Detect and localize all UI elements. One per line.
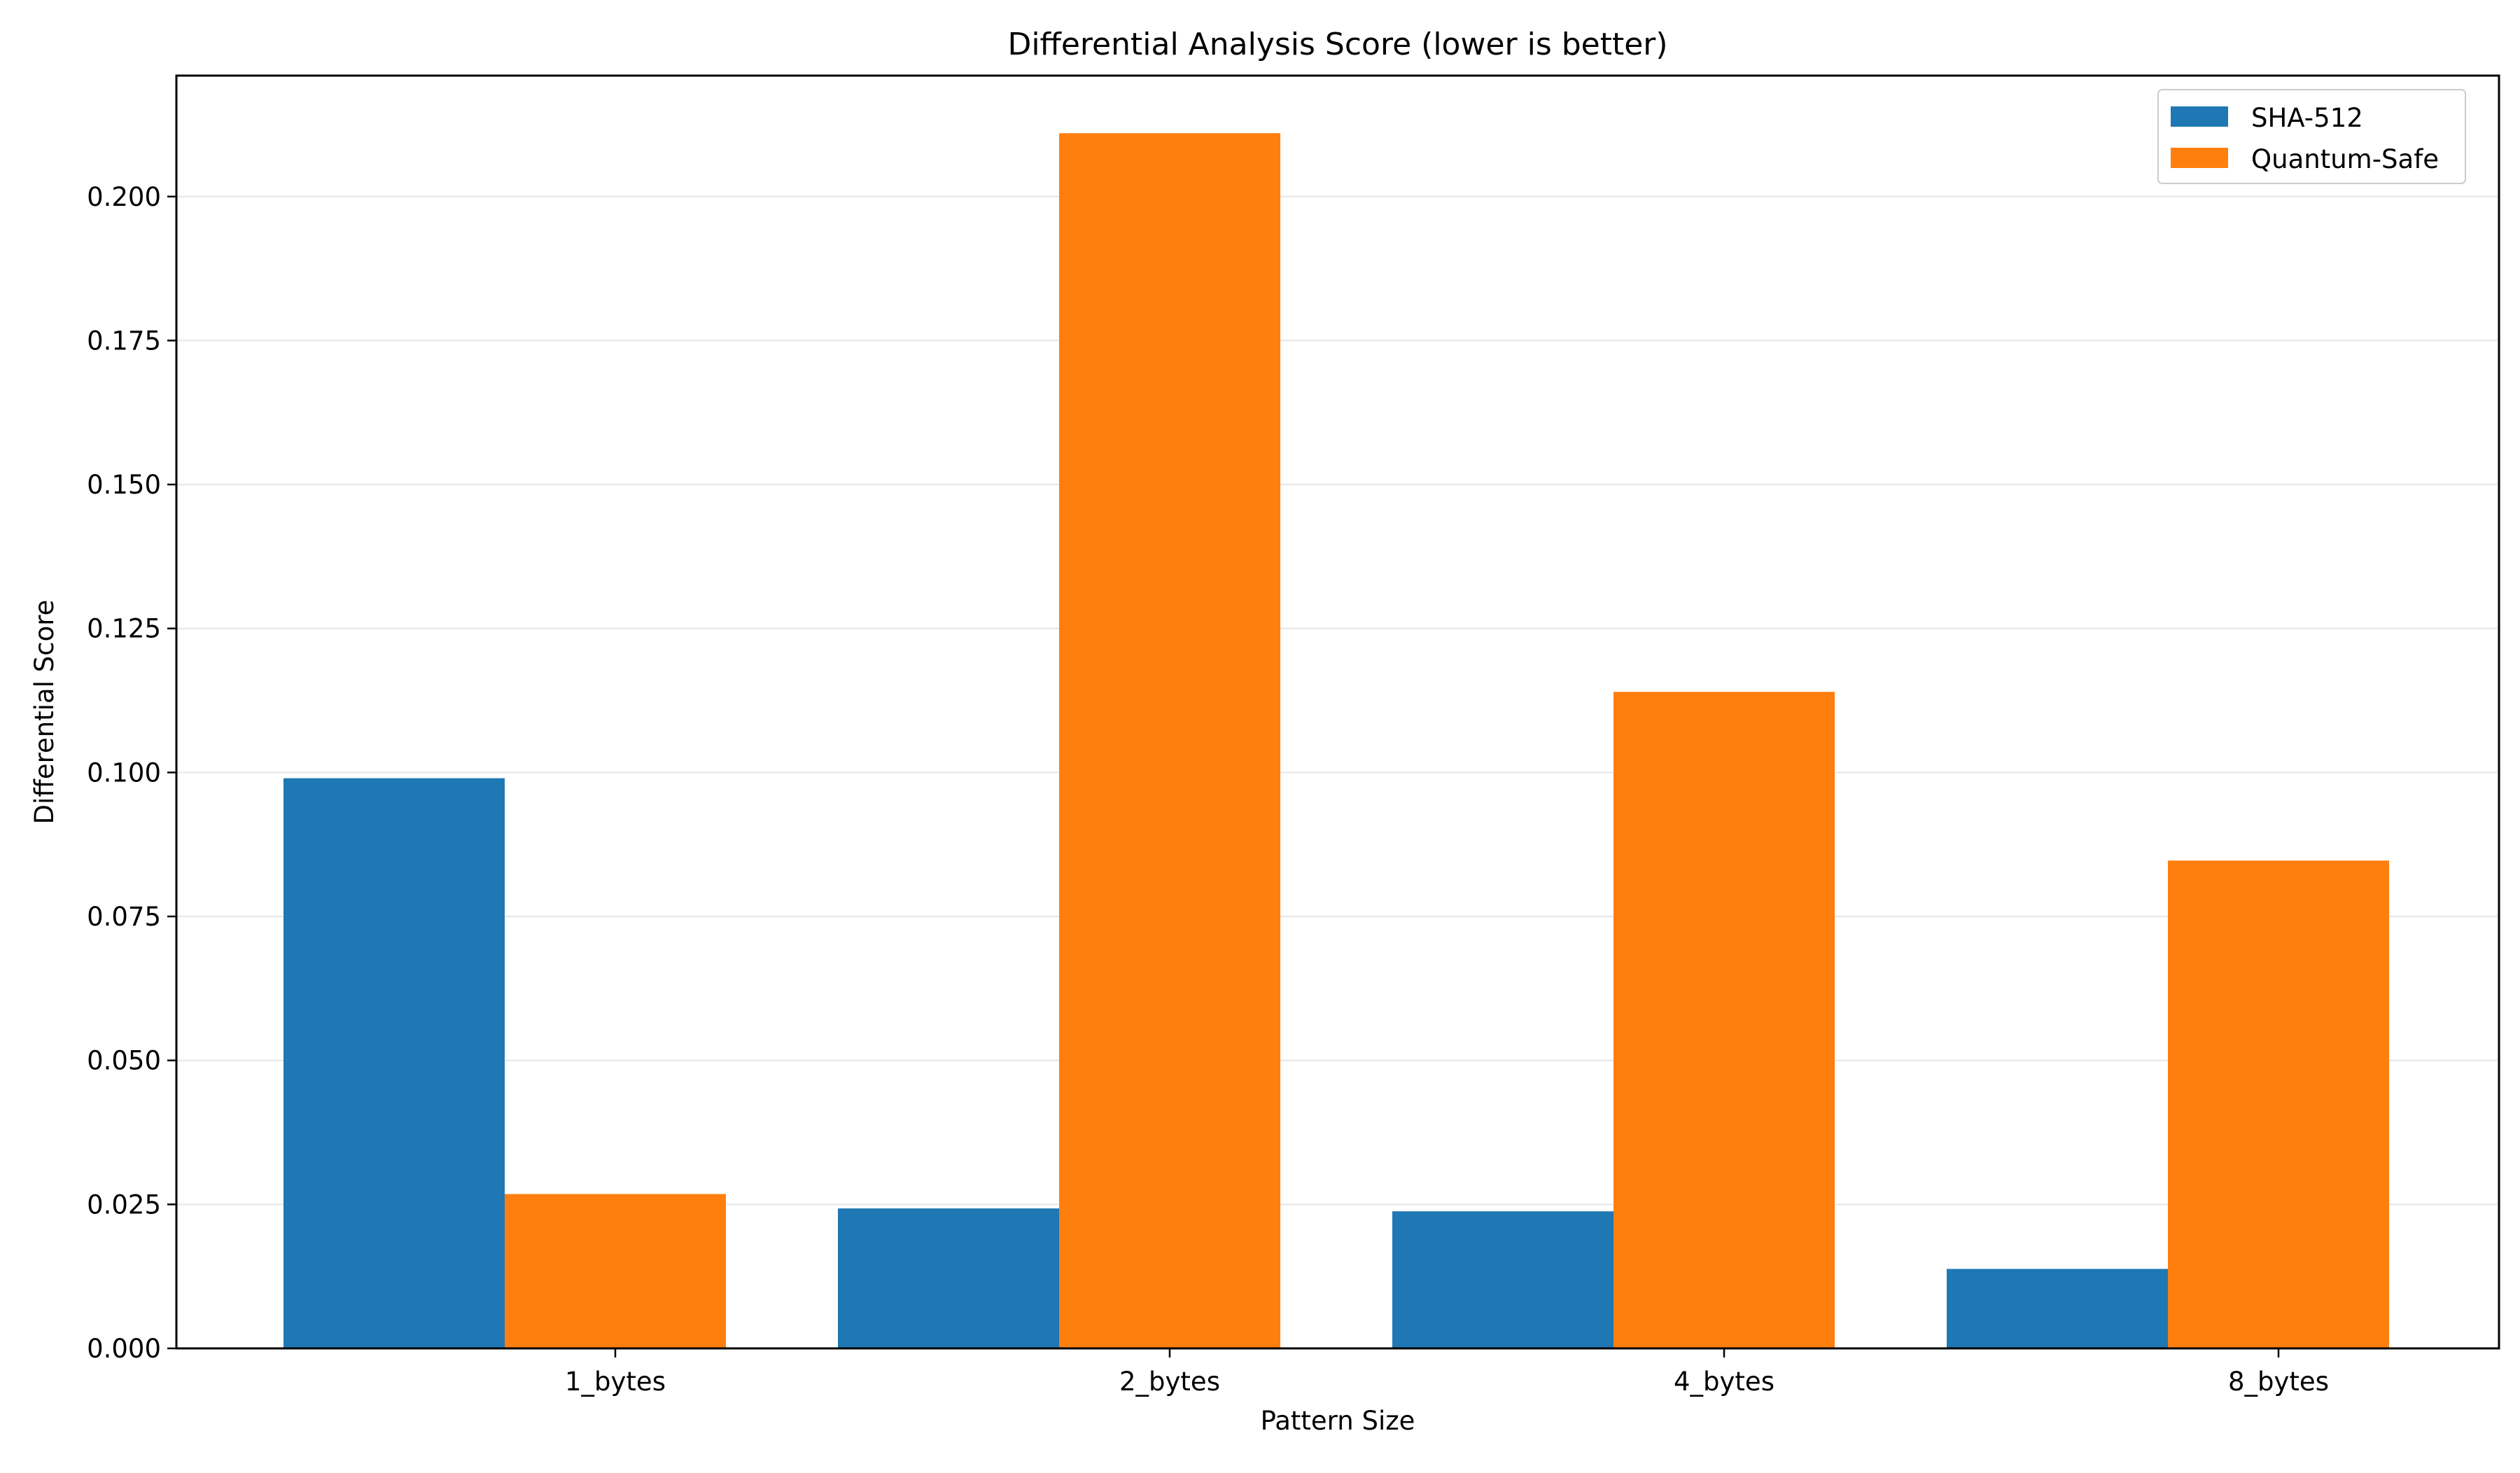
bar-quantum-safe-4-bytes <box>1614 692 1835 1348</box>
bar-sha-512-2-bytes <box>838 1208 1059 1348</box>
chart-title: Differential Analysis Score (lower is be… <box>1007 27 1667 62</box>
y-axis: 0.000 0.025 0.050 0.075 0.100 0.125 0.150 0.175… <box>87 182 176 1364</box>
y-tick-label: 0.100 <box>87 758 161 788</box>
y-tick-label: 0.125 <box>87 614 161 644</box>
bar-quantum-safe-1-bytes <box>505 1194 726 1348</box>
legend-label: SHA-512 <box>2251 103 2363 133</box>
y-tick-label: 0.050 <box>87 1046 161 1076</box>
bar-sha-512-8-bytes <box>1947 1269 2168 1348</box>
y-tick-label: 0.025 <box>87 1189 161 1220</box>
x-tick-label: 4_bytes <box>1674 1367 1774 1397</box>
bar-sha-512-1-bytes <box>284 778 505 1348</box>
legend-label: Quantum-Safe <box>2251 144 2439 174</box>
bar-sha-512-4-bytes <box>1392 1211 1614 1348</box>
y-axis-label: Differential Score <box>29 600 59 825</box>
x-tick-label: 2_bytes <box>1119 1367 1220 1397</box>
legend-swatch-sha-512 <box>2171 106 2228 127</box>
y-tick-label: 0.175 <box>87 326 161 356</box>
legend-box <box>2157 89 2466 184</box>
x-tick-label: 1_bytes <box>565 1367 666 1397</box>
x-axis: 1_bytes 2_bytes 4_bytes 8_bytes <box>565 1348 2329 1397</box>
y-tick-label: 0.000 <box>87 1334 161 1364</box>
y-tick-label: 0.075 <box>87 902 161 932</box>
plot-frame <box>175 74 2500 1350</box>
x-tick-label: 8_bytes <box>2228 1367 2329 1397</box>
legend: SHA-512 Quantum-Safe <box>2157 89 2466 184</box>
bar-quantum-safe-8-bytes <box>2168 860 2389 1348</box>
bar-quantum-safe-2-bytes <box>1059 133 1280 1348</box>
x-axis-label: Pattern Size <box>1261 1406 1415 1436</box>
y-tick-label: 0.200 <box>87 182 161 212</box>
y-tick-label: 0.150 <box>87 470 161 500</box>
legend-swatch-quantum-safe <box>2171 148 2228 168</box>
grid-lines <box>176 195 2499 1349</box>
bars <box>284 133 2389 1348</box>
